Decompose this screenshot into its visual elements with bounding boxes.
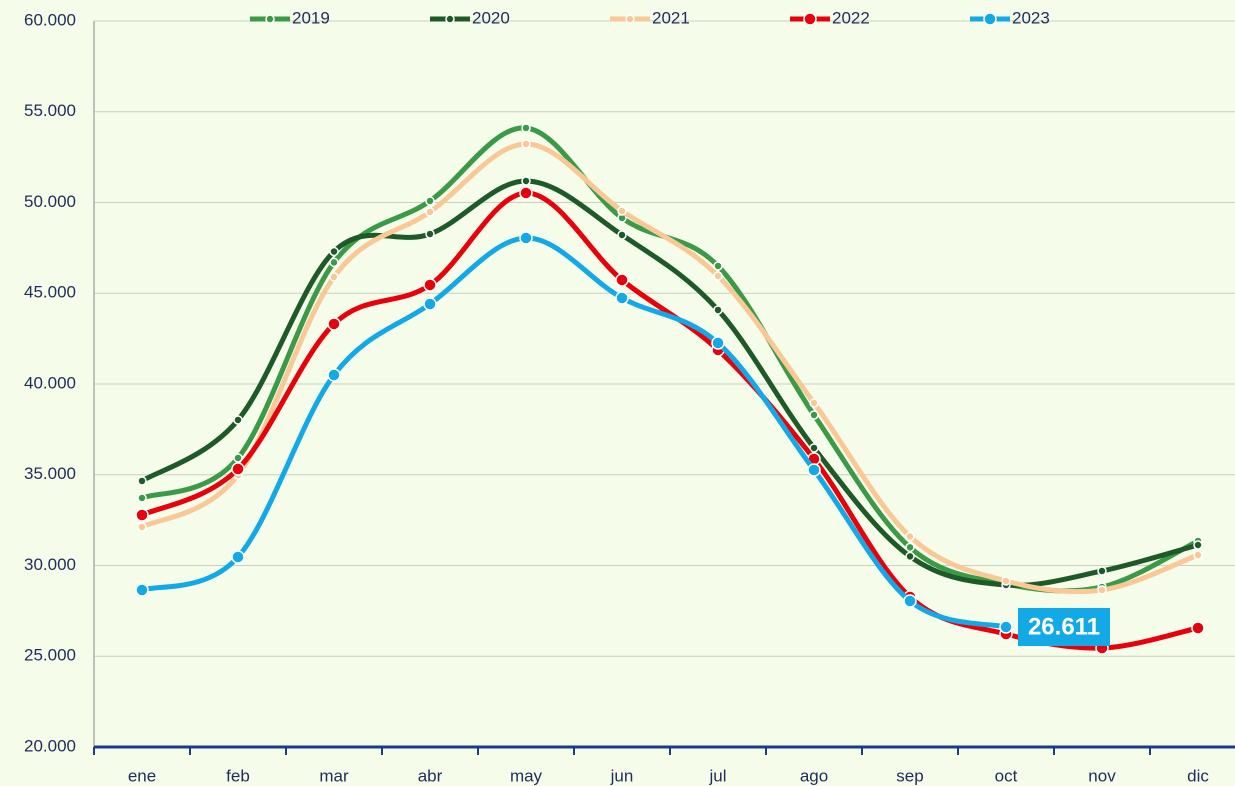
y-tick-label: 25.000 <box>24 646 76 665</box>
x-tick-label: nov <box>1088 766 1116 785</box>
x-tick-label: jun <box>610 766 634 785</box>
point <box>1001 576 1011 586</box>
point <box>1193 540 1203 550</box>
legend-label: 2022 <box>832 8 870 27</box>
point <box>137 522 147 532</box>
point <box>327 368 341 382</box>
y-tick-label: 20.000 <box>24 736 76 755</box>
legend-label: 2020 <box>472 8 510 27</box>
point <box>137 493 147 503</box>
y-tick-label: 60.000 <box>24 10 76 29</box>
point <box>329 257 339 268</box>
point <box>137 476 147 486</box>
legend-label: 2019 <box>292 8 330 27</box>
point <box>329 272 339 282</box>
legend-marker <box>265 14 275 24</box>
legend-label: 2023 <box>1012 8 1050 27</box>
point <box>231 462 245 476</box>
y-tick-label: 40.000 <box>24 373 76 392</box>
point <box>1097 566 1107 576</box>
point <box>327 317 341 331</box>
series-line <box>141 235 1007 630</box>
point <box>615 291 629 305</box>
point <box>809 398 819 408</box>
point <box>329 246 339 257</box>
x-tick-label: oct <box>995 766 1018 785</box>
x-tick-label: mar <box>319 766 349 785</box>
point <box>713 261 723 271</box>
legend-marker <box>983 12 997 26</box>
point <box>521 123 531 133</box>
point <box>233 453 243 463</box>
y-tick-label: 35.000 <box>24 464 76 483</box>
point <box>425 207 435 217</box>
x-tick-label: jul <box>708 766 726 785</box>
point <box>521 176 531 186</box>
y-tick-label: 50.000 <box>24 192 76 211</box>
point <box>521 139 531 149</box>
point <box>713 305 723 315</box>
point <box>1193 550 1203 560</box>
point <box>903 594 917 608</box>
point <box>905 542 915 553</box>
y-tick-label: 55.000 <box>24 101 76 120</box>
point <box>615 273 629 287</box>
data-label: 26.611 <box>1028 613 1100 640</box>
point <box>135 583 149 597</box>
legend-marker <box>445 14 455 24</box>
x-tick-label: feb <box>226 766 250 785</box>
legend-marker <box>625 14 635 24</box>
point <box>809 443 819 453</box>
point <box>807 463 821 477</box>
point <box>425 196 435 206</box>
point <box>1191 621 1205 635</box>
legend-marker <box>803 12 817 26</box>
point <box>999 620 1013 634</box>
point <box>905 531 915 542</box>
point <box>423 278 437 292</box>
point <box>231 550 245 564</box>
x-tick-label: sep <box>896 766 923 785</box>
point <box>425 229 435 239</box>
y-tick-label: 45.000 <box>24 283 76 302</box>
point <box>809 410 819 420</box>
point <box>423 297 437 311</box>
point <box>617 206 627 216</box>
point <box>519 231 533 245</box>
point <box>1097 585 1107 595</box>
point <box>711 336 725 350</box>
point <box>233 415 243 425</box>
y-tick-label: 30.000 <box>24 555 76 574</box>
point <box>135 508 149 522</box>
data-label-box <box>1018 608 1110 647</box>
x-tick-label: dic <box>1187 766 1209 785</box>
x-tick-label: abr <box>418 766 443 785</box>
point <box>713 271 723 281</box>
x-tick-label: ene <box>128 766 156 785</box>
point <box>617 230 627 240</box>
point <box>905 551 915 562</box>
legend-label: 2021 <box>652 8 690 27</box>
x-tick-label: ago <box>800 766 828 785</box>
point <box>519 186 533 200</box>
x-tick-label: may <box>510 766 543 785</box>
